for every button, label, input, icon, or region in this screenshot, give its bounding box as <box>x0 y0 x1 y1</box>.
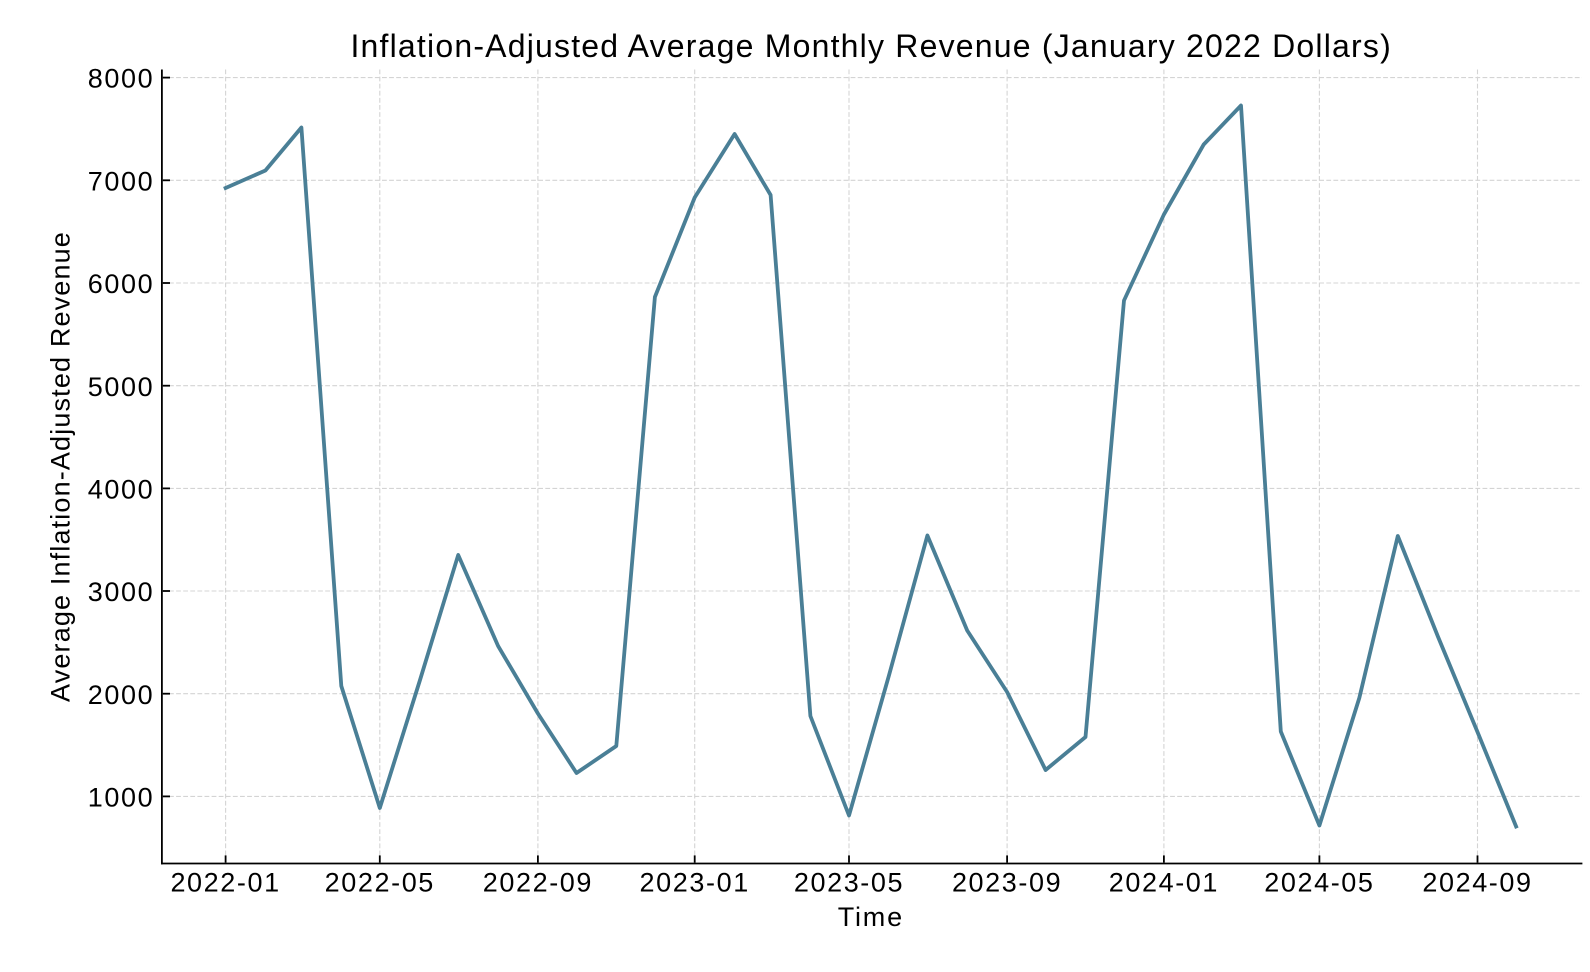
svg-text:2022-01: 2022-01 <box>170 867 280 897</box>
svg-text:6000: 6000 <box>88 269 154 299</box>
svg-text:2023-05: 2023-05 <box>794 867 904 897</box>
svg-text:Time: Time <box>838 902 904 932</box>
svg-text:5000: 5000 <box>88 372 154 402</box>
svg-text:7000: 7000 <box>88 166 154 196</box>
svg-text:1000: 1000 <box>88 783 154 813</box>
svg-text:2024-01: 2024-01 <box>1109 867 1219 897</box>
svg-text:2022-05: 2022-05 <box>325 867 435 897</box>
svg-text:2000: 2000 <box>88 680 154 710</box>
svg-text:Average Inflation-Adjusted Rev: Average Inflation-Adjusted Revenue <box>46 231 76 702</box>
svg-text:3000: 3000 <box>88 577 154 607</box>
svg-text:2023-01: 2023-01 <box>640 867 750 897</box>
svg-text:2023-09: 2023-09 <box>952 867 1062 897</box>
svg-text:Inflation-Adjusted Average Mon: Inflation-Adjusted Average Monthly Reven… <box>350 28 1392 64</box>
svg-text:8000: 8000 <box>88 64 154 94</box>
svg-text:2024-09: 2024-09 <box>1422 867 1532 897</box>
svg-text:4000: 4000 <box>88 475 154 505</box>
svg-text:2022-09: 2022-09 <box>483 867 593 897</box>
svg-text:2024-05: 2024-05 <box>1264 867 1374 897</box>
